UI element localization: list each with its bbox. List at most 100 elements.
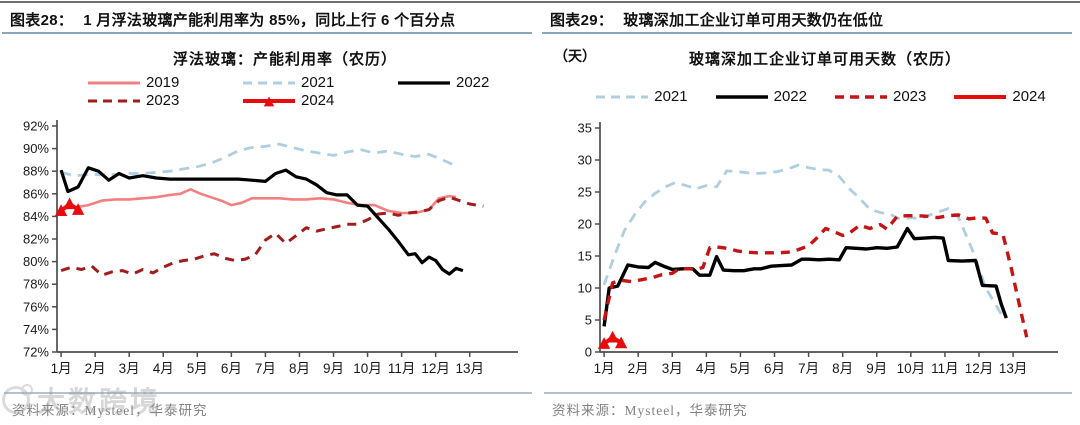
series-2022 (602, 226, 1008, 327)
figure-29-headline: 玻璃深加工企业订单可用天数仍在低位 (623, 12, 884, 29)
y-tick-label: 84% (23, 209, 49, 224)
series-2021 (602, 163, 1005, 318)
x-tick-label: 11月 (388, 361, 416, 376)
header-divider (542, 32, 1072, 34)
legend-swatch-2022 (398, 80, 450, 85)
series-2023-line (60, 195, 484, 277)
legend-item-2022: 2022 (714, 88, 807, 105)
axes: 92% 90% 88% 86% 84% 82% 80% 78% 76% 74% 72%1月 2月 3月 4… (23, 119, 518, 376)
figure-28-headline: 1 月浮法玻璃产能利用率为 85%，同比上行 6 个百分点 (83, 12, 456, 29)
legend-order-days: 2021 2022 2023 2024 (540, 88, 1080, 105)
legend-item-2021: 2021 (241, 74, 396, 91)
y-tick-label: 35 (578, 121, 592, 136)
figure-29-container: 图表29： 玻璃深加工企业订单可用天数仍在低位 （天） 玻璃深加工企业订单可用天数… (540, 0, 1080, 425)
series-2021-line (60, 142, 454, 178)
x-tick-label: 2月 (628, 361, 649, 376)
y-axis-unit-label: （天） (554, 48, 596, 64)
y-tick-label: 74% (23, 322, 49, 337)
legend-swatch-2021 (243, 81, 295, 84)
series-2023-line (602, 213, 1029, 338)
y-tick-label: 76% (23, 299, 49, 314)
series-2023 (60, 195, 484, 277)
header-divider (2, 32, 532, 34)
legend-item-2019: 2019 (86, 74, 241, 91)
legend-label: 2022 (456, 74, 490, 91)
legend-label: 2024 (301, 92, 335, 109)
y-tick-label: 30 (578, 153, 592, 168)
legend-item-2021: 2021 (594, 88, 688, 105)
y-tick-label: 78% (23, 277, 49, 292)
y-tick-label: 80% (23, 254, 49, 269)
legend-label: 2023 (146, 92, 180, 109)
triangle-marker (606, 330, 619, 343)
triangle-marker (597, 337, 611, 349)
legend-label: 2021 (301, 74, 335, 91)
series-2022-line (59, 166, 464, 276)
axes: 35 30 25 20 15 10 5 01月 2月 3月 4月 5月 6月 7月 8月 9月 10月 11月 12… (578, 121, 1058, 376)
y-tick-label: 15 (578, 249, 592, 264)
y-tick-label: 86% (23, 186, 49, 201)
x-tick-label: 12月 (965, 361, 994, 376)
order-days-line-chart: 35 30 25 20 15 10 5 01月 2月 3月 4月 5月 6月 7月 8月 9月 10月 11月 12… (578, 121, 1058, 376)
legend-item-2024: 2024 (952, 88, 1046, 105)
series-2021 (60, 142, 454, 178)
legend-label: 2021 (654, 88, 688, 105)
figure-28-container: 图表28： 1 月浮法玻璃产能利用率为 85%，同比上行 6 个百分点 浮法玻璃：… (2, 9, 534, 418)
top-divider (0, 1, 1080, 3)
x-tick-label: 7月 (255, 361, 276, 376)
legend-swatch-2023 (88, 99, 140, 102)
x-tick-label: 6月 (221, 361, 242, 376)
series-2022 (59, 166, 464, 276)
x-tick-label: 11月 (931, 361, 959, 376)
legend-label: 2019 (146, 74, 180, 91)
legend-item-2022: 2022 (396, 74, 566, 91)
legend-utilization: 2019 2021 2022 2023 2024 (86, 74, 626, 109)
x-tick-label: 1月 (51, 361, 72, 376)
legend-label: 2024 (1012, 88, 1046, 105)
source-note: 资料来源：Mysteel，华泰研究 (12, 403, 208, 418)
y-tick-label: 92% (23, 119, 49, 134)
x-tick-label: 5月 (187, 361, 208, 376)
y-tick-label: 88% (23, 164, 49, 179)
figure-28-label: 图表28： (10, 12, 74, 29)
x-tick-label: 4月 (696, 361, 717, 376)
source-note: 资料来源：Mysteel，华泰研究 (552, 403, 748, 418)
x-tick-label: 13月 (455, 361, 484, 376)
legend-label: 2023 (893, 88, 927, 105)
y-tick-label: 90% (23, 141, 49, 156)
x-tick-label: 9月 (323, 361, 344, 376)
x-tick-label: 5月 (730, 361, 751, 376)
x-tick-label: 12月 (421, 361, 450, 376)
footer-divider (4, 392, 532, 394)
legend-swatch-2024 (243, 96, 295, 106)
x-tick-label: 6月 (764, 361, 785, 376)
triangle-marker (614, 336, 628, 349)
legend-item-2023: 2023 (833, 88, 926, 105)
x-tick-label: 9月 (866, 361, 887, 376)
y-tick-label: 82% (23, 232, 49, 247)
series-2024 (54, 197, 85, 216)
x-tick-label: 7月 (798, 361, 819, 376)
footer-divider (544, 392, 1072, 394)
series-2019 (60, 188, 457, 215)
x-tick-label: 2月 (85, 361, 106, 376)
x-tick-label: 1月 (594, 361, 615, 376)
legend-swatch-2019 (88, 81, 140, 84)
x-tick-label: 8月 (832, 361, 853, 376)
x-tick-label: 10月 (897, 361, 926, 376)
series-2021-line (602, 163, 1005, 318)
triangle-marker (263, 96, 275, 106)
legend-swatch-2022 (715, 94, 768, 99)
x-tick-label: 3月 (119, 361, 140, 376)
triangle-marker (71, 203, 85, 215)
legend-swatch-2024 (954, 94, 1007, 99)
triangle-marker (63, 197, 76, 210)
series-2024 (597, 330, 628, 349)
legend-swatch-2021 (596, 95, 649, 98)
x-tick-label: 8月 (289, 361, 310, 376)
figure-28-header: 图表28： 1 月浮法玻璃产能利用率为 85%，同比上行 6 个百分点 (10, 9, 534, 30)
chart-title-order-days: 玻璃深加工企业订单可用天数（农历） (688, 51, 961, 68)
figure-29-header: 图表29： 玻璃深加工企业订单可用天数仍在低位 (550, 9, 1074, 30)
legend-swatch-2023 (835, 94, 887, 99)
